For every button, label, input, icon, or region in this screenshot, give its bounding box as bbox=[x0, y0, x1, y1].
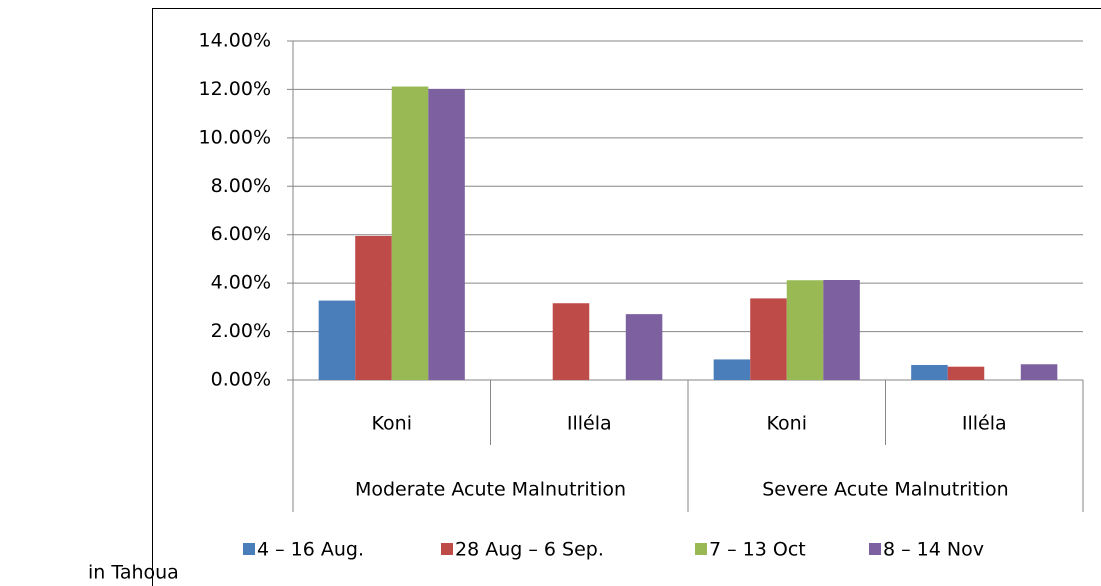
bar bbox=[713, 359, 751, 380]
y-tick-label: 10.00% bbox=[199, 126, 271, 148]
bar bbox=[750, 298, 787, 380]
y-tick-label: 14.00% bbox=[199, 30, 271, 52]
legend-label: 8 – 14 Nov bbox=[883, 539, 984, 561]
bar bbox=[552, 303, 590, 380]
x-tick-label: Koni bbox=[372, 413, 412, 435]
bar bbox=[1020, 364, 1058, 380]
annotation: in Tahoua bbox=[88, 562, 179, 584]
bar bbox=[391, 86, 429, 380]
y-tick-label: 12.00% bbox=[199, 78, 271, 100]
legend-swatch bbox=[243, 543, 255, 555]
bar bbox=[355, 235, 392, 380]
bar bbox=[786, 280, 824, 380]
y-tick-label: 8.00% bbox=[211, 175, 271, 197]
bar bbox=[625, 314, 663, 380]
legend-label: 7 – 13 Oct bbox=[709, 539, 806, 561]
legend-label: 4 – 16 Aug. bbox=[257, 539, 364, 561]
legend-swatch bbox=[441, 543, 453, 555]
outer-category-label: Severe Acute Malnutrition bbox=[762, 479, 1008, 501]
outer-category-label: Moderate Acute Malnutrition bbox=[355, 479, 626, 501]
legend-swatch bbox=[695, 543, 707, 555]
legend-swatch bbox=[869, 543, 881, 555]
bar bbox=[947, 366, 985, 380]
y-tick-label: 4.00% bbox=[211, 272, 271, 294]
y-tick-label: 6.00% bbox=[211, 223, 271, 245]
x-tick-label: Koni bbox=[767, 413, 807, 435]
bar bbox=[911, 364, 948, 380]
bar bbox=[823, 279, 860, 380]
x-tick-label: Illéla bbox=[962, 413, 1007, 435]
x-tick-label: Illéla bbox=[567, 413, 612, 435]
bar bbox=[318, 300, 356, 380]
y-tick-label: 0.00% bbox=[211, 369, 271, 391]
bar bbox=[428, 88, 465, 381]
y-tick-label: 2.00% bbox=[211, 320, 271, 342]
legend-label: 28 Aug – 6 Sep. bbox=[455, 539, 604, 561]
